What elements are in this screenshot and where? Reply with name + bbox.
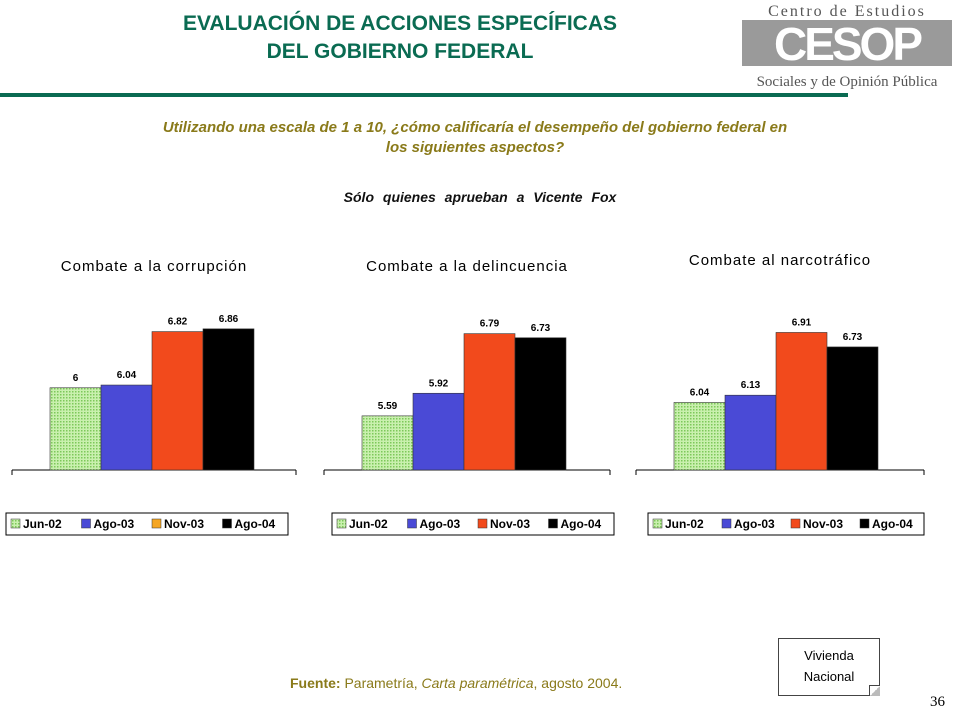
legend-label: Nov-03 xyxy=(803,517,843,531)
source-italic: Carta paramétrica xyxy=(421,675,534,691)
logo-top-text: Centro de Estudios xyxy=(768,3,926,20)
legend-label: Ago-04 xyxy=(872,517,913,531)
legend-swatch xyxy=(790,518,801,529)
legend-swatch xyxy=(10,518,21,529)
legend-label: Jun-02 xyxy=(665,517,704,531)
source-text1: Parametría, xyxy=(340,675,422,691)
bar-jun-02 xyxy=(49,387,102,471)
data-label: 6 xyxy=(73,373,79,384)
survey-question-line1: Utilizando una escala de 1 a 10, ¿cómo c… xyxy=(162,119,788,136)
bar-jun-02 xyxy=(361,415,414,471)
bar-ago-04 xyxy=(202,328,255,471)
legend-label: Ago-03 xyxy=(94,517,135,531)
data-label: 5.92 xyxy=(429,378,449,389)
bar-nov-03 xyxy=(151,331,204,471)
legend-swatch xyxy=(548,518,558,529)
legend-box xyxy=(647,512,925,536)
survey-question-line2: los siguientes aspectos? xyxy=(385,139,565,156)
legend-swatch xyxy=(151,518,162,529)
logo-bottom-text: Sociales y de Opinión Pública xyxy=(757,74,938,90)
legend-label: Ago-03 xyxy=(734,517,775,531)
data-label: 6.91 xyxy=(792,317,812,328)
data-label: 6.86 xyxy=(219,314,239,325)
page-title: EVALUACIÓN DE ACCIONES ESPECÍFICAS DEL G… xyxy=(60,10,740,66)
source-label: Fuente: xyxy=(290,675,341,691)
bar-ago-04 xyxy=(826,346,879,471)
charts-area: Combate a la corrupción 6 6.04 6.82 6.86 Jun-… xyxy=(5,252,925,536)
chart-title-3: Combate al narcotráfico xyxy=(689,252,871,269)
page-number: 36 xyxy=(930,694,945,710)
source-text2: , agosto 2004. xyxy=(533,675,623,691)
legend-box xyxy=(331,512,615,536)
legend-swatch xyxy=(477,518,488,529)
bar-ago-03 xyxy=(412,392,465,471)
data-label: 6.79 xyxy=(480,319,500,330)
bar-nov-03 xyxy=(463,333,516,471)
data-label: 6.73 xyxy=(843,332,863,343)
legend-label: Jun-02 xyxy=(349,517,388,531)
bar-ago-03 xyxy=(100,384,153,471)
data-label: 6.82 xyxy=(168,317,188,328)
data-label: 5.59 xyxy=(378,401,398,412)
data-label: 6.13 xyxy=(741,380,761,391)
sample-note-box: Vivienda Nacional xyxy=(778,638,880,696)
legend-label: Ago-03 xyxy=(420,517,461,531)
header-rule xyxy=(0,93,848,97)
cesop-logo: Centro de Estudios CESOP Sociales y de O… xyxy=(742,3,952,90)
legend-swatch xyxy=(222,518,232,529)
page-title-line2: DEL GOBIERNO FEDERAL xyxy=(266,40,534,63)
bar-nov-03 xyxy=(775,332,828,471)
source-note: Fuente: Parametría, Carta paramétrica, a… xyxy=(290,675,622,691)
legend-swatch xyxy=(859,518,870,529)
legend-label: Ago-04 xyxy=(235,517,276,531)
subset-note: Sólo quienes aprueban a Vicente Fox xyxy=(343,189,617,205)
legend-swatch xyxy=(336,518,347,529)
data-label: 6.04 xyxy=(690,387,710,398)
sample-note-line2: Nacional xyxy=(803,669,855,684)
legend-label: Nov-03 xyxy=(490,517,530,531)
legend-swatch xyxy=(81,518,91,529)
legend-swatch xyxy=(652,518,663,529)
data-label: 6.73 xyxy=(531,323,551,334)
bar-ago-04 xyxy=(514,337,567,471)
chart-title-2: Combate a la delincuencia xyxy=(366,258,568,275)
legend-label: Jun-02 xyxy=(23,517,62,531)
bar-ago-03 xyxy=(724,394,777,471)
logo-mark-text: CESOP xyxy=(774,18,922,70)
page-title-line1: EVALUACIÓN DE ACCIONES ESPECÍFICAS xyxy=(182,12,618,35)
legend-swatch xyxy=(721,518,732,529)
sample-note-line1: Vivienda xyxy=(804,648,854,663)
legend-swatch xyxy=(407,518,417,529)
legend-label: Nov-03 xyxy=(164,517,204,531)
chart-title-1: Combate a la corrupción xyxy=(61,258,247,275)
survey-question: Utilizando una escala de 1 a 10, ¿cómo c… xyxy=(60,118,890,158)
bar-jun-02 xyxy=(673,402,726,471)
legend-label: Ago-04 xyxy=(561,517,602,531)
legend-box xyxy=(5,512,289,536)
data-label: 6.04 xyxy=(117,370,137,381)
